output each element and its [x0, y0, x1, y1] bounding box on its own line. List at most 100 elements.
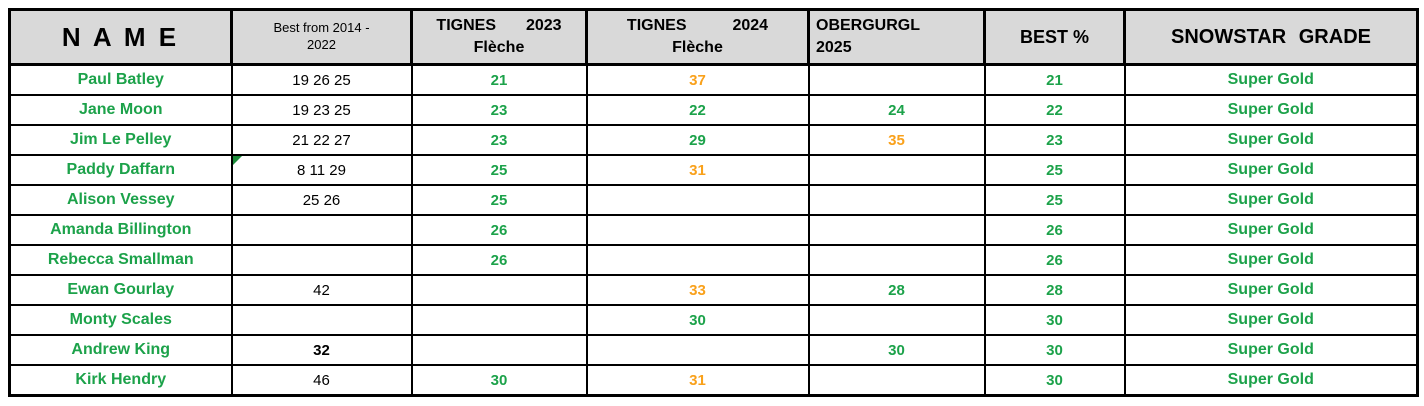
cell-best-pct[interactable]: 30 — [983, 364, 1126, 397]
cell-tignes-2024[interactable] — [585, 214, 810, 246]
cell-best-pct[interactable]: 22 — [983, 94, 1126, 126]
header-tignes-2024[interactable]: TIGNES 2024 Flèche — [585, 8, 810, 66]
cell-tignes-2023[interactable]: 26 — [410, 244, 588, 276]
cell-best-pct[interactable]: 26 — [983, 244, 1126, 276]
header-best-pct[interactable]: BEST % — [983, 8, 1126, 66]
header-snowstar-grade[interactable]: SNOWSTAR GRADE — [1123, 8, 1419, 66]
cell-grade[interactable]: Super Gold — [1123, 124, 1419, 156]
cell-name[interactable]: Jane Moon — [8, 94, 233, 126]
table-row: Kirk Hendry 46 30 31 30 Super Gold — [8, 364, 1419, 397]
cell-obergurgl[interactable]: 28 — [807, 274, 986, 306]
table-row: Jim Le Pelley 21 22 27 23 29 35 23 Super Gold — [8, 124, 1419, 156]
header-tignes-2023-year: 2023 — [525, 17, 562, 35]
cell-tignes-2023[interactable]: 25 — [410, 154, 588, 186]
cell-obergurgl[interactable]: 30 — [807, 334, 986, 366]
cell-obergurgl[interactable] — [807, 63, 986, 96]
cell-tignes-2023[interactable]: 25 — [410, 184, 588, 216]
cell-obergurgl[interactable] — [807, 184, 986, 216]
cell-best-from[interactable]: 19 23 25 — [230, 94, 413, 126]
cell-grade[interactable]: Super Gold — [1123, 184, 1419, 216]
cell-best-pct[interactable]: 23 — [983, 124, 1126, 156]
cell-tignes-2024[interactable] — [585, 184, 810, 216]
cell-best-from[interactable]: 25 26 — [230, 184, 413, 216]
cell-tignes-2023[interactable]: 23 — [410, 94, 588, 126]
table-row: Rebecca Smallman 26 26 Super Gold — [8, 244, 1419, 276]
cell-grade[interactable]: Super Gold — [1123, 244, 1419, 276]
cell-tignes-2024[interactable]: 31 — [585, 154, 810, 186]
header-tignes-2023[interactable]: TIGNES 2023 Flèche — [410, 8, 588, 66]
cell-tignes-2023[interactable] — [410, 274, 588, 306]
cell-tignes-2024[interactable]: 30 — [585, 304, 810, 336]
header-best-from[interactable]: Best from 2014 - 2022 — [230, 8, 413, 66]
table-row: Ewan Gourlay 42 33 28 28 Super Gold — [8, 274, 1419, 306]
cell-name[interactable]: Jim Le Pelley — [8, 124, 233, 156]
cell-tignes-2023[interactable]: 21 — [410, 63, 588, 96]
cell-grade[interactable]: Super Gold — [1123, 364, 1419, 397]
cell-best-pct[interactable]: 21 — [983, 63, 1126, 96]
cell-tignes-2023[interactable]: 23 — [410, 124, 588, 156]
cell-tignes-2024[interactable]: 37 — [585, 63, 810, 96]
cell-tignes-2023[interactable]: 30 — [410, 364, 588, 397]
cell-name[interactable]: Paddy Daffarn — [8, 154, 233, 186]
cell-tignes-2024[interactable]: 33 — [585, 274, 810, 306]
cell-obergurgl[interactable]: 24 — [807, 94, 986, 126]
cell-best-pct[interactable]: 30 — [983, 304, 1126, 336]
cell-obergurgl[interactable] — [807, 244, 986, 276]
cell-best-from[interactable]: 32 — [230, 334, 413, 366]
cell-name[interactable]: Paul Batley — [8, 63, 233, 96]
cell-best-from[interactable]: 19 26 25 — [230, 63, 413, 96]
table-row: Paul Batley 19 26 25 21 37 21 Super Gold — [8, 63, 1419, 96]
table-header: N A M E Best from 2014 - 2022 TIGNES 202… — [8, 8, 1419, 66]
header-row: N A M E Best from 2014 - 2022 TIGNES 202… — [8, 8, 1419, 66]
cell-tignes-2024[interactable]: 22 — [585, 94, 810, 126]
cell-best-from[interactable] — [230, 304, 413, 336]
cell-obergurgl[interactable] — [807, 214, 986, 246]
cell-best-from[interactable]: 46 — [230, 364, 413, 397]
cell-name[interactable]: Kirk Hendry — [8, 364, 233, 397]
cell-grade[interactable]: Super Gold — [1123, 334, 1419, 366]
cell-best-pct[interactable]: 26 — [983, 214, 1126, 246]
cell-best-pct[interactable]: 25 — [983, 184, 1126, 216]
header-name[interactable]: N A M E — [8, 8, 233, 66]
table-row: Alison Vessey 25 26 25 25 Super Gold — [8, 184, 1419, 216]
cell-grade[interactable]: Super Gold — [1123, 154, 1419, 186]
cell-name[interactable]: Monty Scales — [8, 304, 233, 336]
cell-obergurgl[interactable] — [807, 154, 986, 186]
cell-tignes-2024[interactable]: 29 — [585, 124, 810, 156]
cell-best-pct[interactable]: 30 — [983, 334, 1126, 366]
cell-name[interactable]: Ewan Gourlay — [8, 274, 233, 306]
cell-obergurgl[interactable]: 35 — [807, 124, 986, 156]
table-row: Jane Moon 19 23 25 23 22 24 22 Super Gold — [8, 94, 1419, 126]
cell-grade[interactable]: Super Gold — [1123, 214, 1419, 246]
cell-grade[interactable]: Super Gold — [1123, 94, 1419, 126]
header-tignes-2023-word: TIGNES — [436, 17, 496, 35]
cell-tignes-2023[interactable]: 26 — [410, 214, 588, 246]
cell-obergurgl[interactable] — [807, 304, 986, 336]
cell-best-from[interactable] — [230, 214, 413, 246]
header-obergurgl-line1: OBERGURGL — [816, 16, 920, 34]
cell-best-from[interactable]: 42 — [230, 274, 413, 306]
cell-name[interactable]: Alison Vessey — [8, 184, 233, 216]
header-tignes-2024-word: TIGNES — [626, 17, 687, 35]
cell-best-from[interactable] — [230, 244, 413, 276]
header-obergurgl[interactable]: OBERGURGL 2025 — [807, 8, 986, 66]
cell-name[interactable]: Amanda Billington — [8, 214, 233, 246]
cell-best-from[interactable]: 8 11 29 — [230, 154, 413, 186]
cell-tignes-2023[interactable] — [410, 304, 588, 336]
cell-obergurgl[interactable] — [807, 364, 986, 397]
cell-name[interactable]: Andrew King — [8, 334, 233, 366]
cell-grade[interactable]: Super Gold — [1123, 304, 1419, 336]
cell-tignes-2024[interactable]: 31 — [585, 364, 810, 397]
cell-best-pct[interactable]: 25 — [983, 154, 1126, 186]
cell-grade[interactable]: Super Gold — [1123, 63, 1419, 96]
cell-tignes-2024[interactable] — [585, 244, 810, 276]
cell-best-pct[interactable]: 28 — [983, 274, 1126, 306]
spreadsheet-region: N A M E Best from 2014 - 2022 TIGNES 202… — [8, 8, 1419, 397]
cell-tignes-2023[interactable] — [410, 334, 588, 366]
cell-note-marker-icon — [233, 157, 242, 165]
cell-best-from[interactable]: 21 22 27 — [230, 124, 413, 156]
cell-tignes-2024[interactable] — [585, 334, 810, 366]
cell-grade[interactable]: Super Gold — [1123, 274, 1419, 306]
table-row: Monty Scales 30 30 Super Gold — [8, 304, 1419, 336]
cell-name[interactable]: Rebecca Smallman — [8, 244, 233, 276]
